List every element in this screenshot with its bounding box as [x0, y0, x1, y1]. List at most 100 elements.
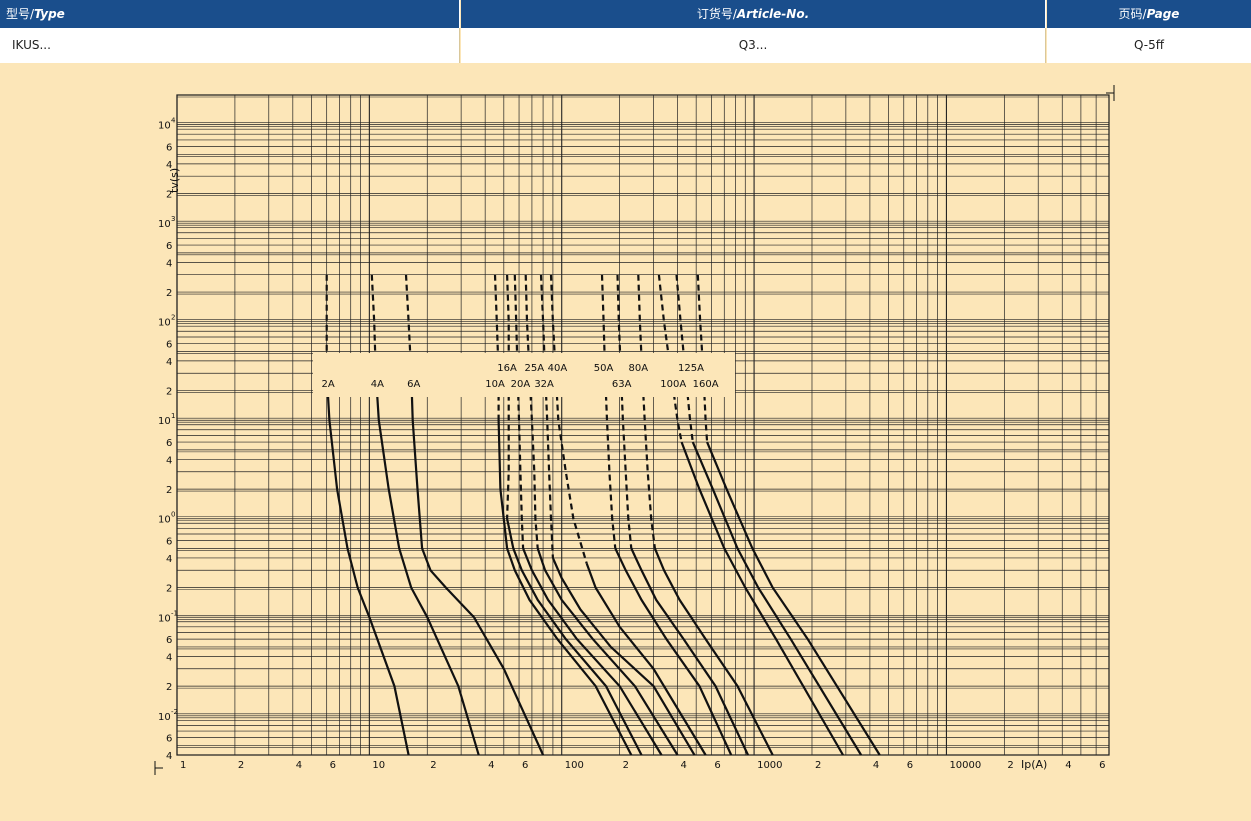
- header-page-cn: 页码/: [1118, 7, 1147, 21]
- curve-dashed-40A: [549, 274, 588, 565]
- y-tick-exponent: -2: [171, 708, 178, 716]
- label-40A: 40A: [548, 363, 568, 374]
- y-tick-label: 4: [166, 652, 172, 663]
- x-tick-label: 4: [488, 760, 494, 771]
- header-article: 订货号/Article-No.: [461, 0, 1046, 28]
- y-tick-exponent: -1: [171, 609, 178, 617]
- label-160A: 160A: [693, 379, 719, 390]
- curve-solid-25A: [536, 548, 679, 756]
- curve-solid-20A: [522, 547, 663, 756]
- curve-solid-80A: [653, 547, 774, 756]
- curve-solid-50A: [614, 547, 733, 756]
- y-tick-label: 10: [158, 318, 171, 329]
- curve-dashed-50A: [600, 274, 617, 549]
- header-page: 页码/Page: [1047, 0, 1251, 28]
- x-tick-label: 4: [296, 760, 302, 771]
- x-tick-label: 6: [907, 760, 913, 771]
- y-tick-label: 6: [166, 241, 172, 252]
- label-32A: 32A: [534, 379, 554, 390]
- curve-solid-63A: [630, 547, 749, 756]
- y-tick-label: 6: [166, 340, 172, 351]
- x-tick-label: 4: [873, 760, 879, 771]
- curve-solid-16A: [506, 518, 643, 756]
- x-tick-label: 2: [238, 760, 244, 771]
- label-125A: 125A: [678, 363, 704, 374]
- y-tick-label: 2: [166, 584, 172, 595]
- x-tick-label: 2: [815, 760, 821, 771]
- y-tick-exponent: 2: [171, 314, 175, 322]
- y-tick-label: 6: [166, 143, 172, 154]
- x-tick-label: 1000: [757, 760, 782, 771]
- y-tick-label: 4: [166, 554, 172, 565]
- page-value: Q-5ff: [1047, 28, 1251, 63]
- y-tick-label: 2: [166, 485, 172, 496]
- curve-solid-2A: [325, 373, 410, 756]
- x-tick-label: 2: [623, 760, 629, 771]
- curve-dashed-25A: [524, 274, 539, 549]
- y-tick-label: 10: [158, 121, 171, 132]
- y-tick-exponent: 0: [171, 511, 175, 519]
- y-tick-label: 10: [158, 712, 171, 723]
- y-tick-label: 4: [166, 258, 172, 269]
- y-tick-label: 2: [166, 190, 172, 201]
- label-80A: 80A: [628, 363, 648, 374]
- curve-dashed-20A: [513, 274, 525, 549]
- curve-solid-4A: [374, 373, 480, 756]
- x-tick-label: 6: [714, 760, 720, 771]
- chart-labels: 16A 25A 40A 50A 80A 125A 2A 4A 6A 10A 20A 32A 63A 100…: [321, 363, 718, 390]
- y-tick-label: 10: [158, 219, 171, 230]
- curve-dashed-100A: [657, 274, 683, 443]
- curve-solid-160A: [706, 441, 881, 756]
- y-tick-label: 6: [166, 734, 172, 745]
- label-10A: 10A: [485, 379, 505, 390]
- curve-dashed-63A: [616, 274, 633, 549]
- label-20A: 20A: [511, 379, 531, 390]
- label-4A: 4A: [371, 379, 384, 390]
- header-type-en: Type: [34, 7, 65, 21]
- header-article-cn: 订货号/: [696, 7, 737, 21]
- x-tick-label: 6: [330, 760, 336, 771]
- label-16A: 16A: [497, 363, 517, 374]
- chart-curves: [325, 274, 881, 756]
- x-axis-label: Ip(A): [1021, 758, 1047, 771]
- curve-solid-125A: [691, 441, 863, 756]
- y-tick-label: 6: [166, 537, 172, 548]
- header-page-en: Page: [1146, 7, 1180, 21]
- curve-dashed-125A: [675, 274, 694, 443]
- label-100A: 100A: [660, 379, 686, 390]
- curve-dashed-10A: [493, 274, 500, 421]
- y-tick-label: 6: [166, 635, 172, 646]
- x-tick-label: 10000: [949, 760, 981, 771]
- y-tick-label: 4: [166, 455, 172, 466]
- y-tick-label: 2: [166, 288, 172, 299]
- y-tick-label: 2: [166, 387, 172, 398]
- label-2A: 2A: [321, 379, 334, 390]
- curve-solid-40A: [585, 563, 707, 756]
- header-type-cn: 型号/: [6, 7, 35, 21]
- y-tick-exponent: 4: [171, 117, 176, 125]
- y-tick-label: 4: [166, 160, 172, 171]
- label-63A: 63A: [612, 379, 632, 390]
- label-box: [313, 353, 735, 397]
- header-article-en: Article-No.: [736, 7, 810, 21]
- curve-dashed-80A: [637, 274, 656, 549]
- x-tick-label: 2: [1007, 760, 1013, 771]
- x-tick-label: 2: [430, 760, 436, 771]
- label-50A: 50A: [594, 363, 614, 374]
- curve-solid-100A: [680, 441, 844, 756]
- x-tick-label: 10: [372, 760, 385, 771]
- curve-dashed-32A: [539, 274, 554, 559]
- y-tick-label: 4: [166, 751, 172, 762]
- x-tick-label: 6: [522, 760, 528, 771]
- curve-dashed-160A: [696, 274, 709, 443]
- corner-marks: [154, 85, 1115, 775]
- curve-solid-10A: [497, 420, 633, 756]
- label-25A: 25A: [524, 363, 544, 374]
- x-tick-label: 1: [180, 760, 186, 771]
- label-6A: 6A: [407, 379, 420, 390]
- curve-solid-6A: [410, 373, 545, 756]
- curve-solid-32A: [551, 557, 696, 756]
- header-type: 型号/Type: [0, 0, 460, 28]
- y-tick-label: 4: [166, 357, 172, 368]
